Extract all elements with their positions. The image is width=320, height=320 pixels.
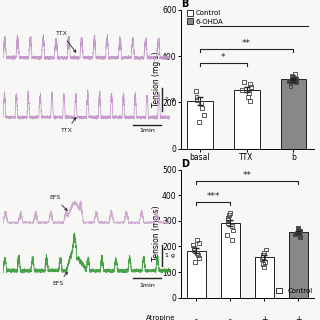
Point — [293, 76, 298, 81]
Text: 1min: 1min — [139, 128, 155, 133]
Text: 1 g: 1 g — [164, 252, 174, 258]
Point — [194, 237, 199, 243]
Point — [261, 250, 267, 255]
Point — [194, 250, 199, 255]
Text: ***: *** — [206, 192, 220, 201]
Point — [289, 79, 294, 84]
Point — [226, 221, 231, 226]
Point — [289, 74, 294, 79]
Text: -: - — [195, 315, 197, 320]
Point — [196, 240, 201, 245]
Point — [240, 87, 245, 92]
Text: D: D — [181, 159, 189, 169]
Point — [194, 94, 199, 99]
Point — [193, 259, 198, 264]
Point — [241, 79, 246, 84]
Text: Atropine: Atropine — [146, 315, 175, 320]
Point — [292, 72, 297, 77]
Point — [199, 106, 204, 111]
Point — [231, 228, 236, 233]
Text: TTX: TTX — [60, 118, 76, 133]
Point — [260, 262, 265, 267]
Point — [292, 77, 297, 82]
Point — [226, 218, 231, 223]
Text: 1min: 1min — [139, 283, 155, 288]
Point — [229, 237, 234, 243]
Point — [191, 245, 196, 250]
Point — [230, 224, 235, 229]
Text: B: B — [181, 0, 188, 9]
Point — [291, 78, 296, 83]
Bar — [281, 79, 306, 149]
Text: 1 g: 1 g — [164, 97, 174, 102]
Point — [196, 120, 201, 125]
Point — [288, 81, 293, 86]
Point — [224, 232, 229, 237]
Bar — [289, 232, 308, 298]
Point — [290, 76, 295, 81]
Point — [198, 100, 203, 105]
Y-axis label: Tension (mg·s): Tension (mg·s) — [152, 206, 161, 261]
Bar — [234, 90, 260, 149]
Bar — [281, 80, 306, 149]
Bar — [221, 223, 240, 298]
Point — [261, 265, 266, 270]
Text: EFS: EFS — [49, 195, 67, 211]
Point — [286, 78, 292, 84]
Text: TTX: TTX — [55, 31, 76, 52]
Point — [297, 228, 302, 233]
Point — [248, 84, 253, 89]
Legend: Control, 6-OHDA: Control, 6-OHDA — [187, 10, 224, 25]
Point — [193, 89, 198, 94]
Point — [226, 212, 231, 218]
Bar — [255, 257, 274, 298]
Point — [191, 248, 196, 253]
Point — [194, 98, 199, 103]
Bar — [187, 101, 212, 149]
Legend: Control: Control — [276, 288, 313, 294]
Text: *: * — [221, 53, 225, 62]
Point — [260, 255, 265, 260]
Point — [298, 234, 303, 239]
Point — [291, 75, 296, 80]
Point — [247, 99, 252, 104]
Text: +: + — [261, 315, 268, 320]
Point — [297, 230, 302, 235]
Point — [292, 232, 298, 237]
Point — [296, 226, 301, 231]
Point — [245, 95, 250, 100]
Point — [293, 79, 299, 84]
Text: **: ** — [243, 171, 252, 180]
Point — [264, 247, 269, 252]
Y-axis label: Tension (mg·s): Tension (mg·s) — [152, 52, 161, 107]
Text: EFS: EFS — [52, 272, 68, 286]
Point — [195, 253, 200, 258]
Point — [262, 259, 268, 264]
Point — [201, 113, 206, 118]
Text: **: ** — [242, 39, 251, 48]
Point — [288, 83, 293, 88]
Point — [228, 211, 233, 216]
Text: +: + — [295, 315, 301, 320]
Point — [261, 252, 266, 258]
Text: -: - — [229, 315, 232, 320]
Point — [246, 90, 251, 95]
Point — [247, 82, 252, 87]
Point — [259, 257, 264, 262]
Bar — [187, 251, 205, 298]
Point — [191, 243, 196, 248]
Point — [226, 215, 231, 220]
Point — [197, 255, 202, 260]
